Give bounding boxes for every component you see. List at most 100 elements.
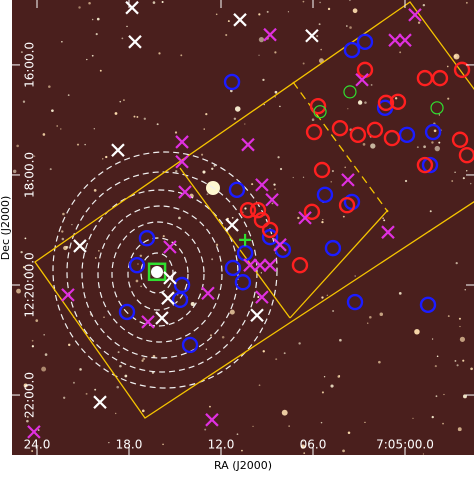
star [124, 374, 128, 378]
source-circle [389, 93, 407, 110]
star [31, 339, 34, 342]
star [423, 145, 426, 149]
star [331, 169, 334, 173]
y-tick-label: 22:00.0 [23, 372, 37, 418]
star [302, 176, 305, 178]
source-cross [205, 413, 219, 427]
star [378, 360, 381, 364]
star [156, 123, 159, 126]
star [20, 250, 23, 254]
source-circle [261, 228, 279, 246]
star [326, 294, 328, 296]
star [24, 237, 27, 240]
star [262, 78, 265, 82]
star [379, 312, 384, 316]
star [63, 396, 66, 399]
stars [12, 0, 473, 455]
star [94, 257, 97, 259]
star [209, 334, 213, 337]
star [33, 155, 36, 157]
marks [27, 0, 474, 439]
star [162, 235, 165, 238]
star [288, 425, 290, 427]
source-cross [141, 315, 155, 329]
source-circle [313, 105, 327, 119]
star [68, 343, 71, 347]
star [451, 180, 454, 182]
star [414, 328, 420, 335]
source-cross [27, 425, 41, 439]
source-cross [163, 271, 177, 285]
star [158, 52, 161, 55]
star [287, 11, 290, 13]
source-cross [355, 72, 369, 87]
star [175, 170, 178, 173]
star [458, 317, 461, 320]
star [140, 285, 142, 288]
source-circle [424, 123, 442, 141]
star [190, 302, 195, 307]
source-circle [331, 119, 349, 137]
source-cross [201, 286, 215, 301]
star [311, 118, 315, 122]
star [230, 89, 233, 93]
star [433, 129, 437, 133]
source-circle [324, 239, 342, 257]
y-axis-title: Dec (J2000) [0, 196, 12, 261]
star [251, 183, 254, 186]
source-cross [250, 308, 264, 323]
star [417, 21, 421, 24]
star [438, 114, 441, 116]
star [342, 449, 345, 453]
star [236, 433, 239, 436]
x-axis-title: RA (J2000) [214, 459, 272, 472]
star [122, 99, 125, 102]
star [233, 117, 237, 120]
star [457, 427, 462, 432]
star [51, 109, 54, 113]
star [338, 375, 341, 377]
source-circle [239, 201, 257, 219]
star [274, 51, 277, 54]
star [292, 176, 294, 179]
star [431, 141, 434, 144]
star [369, 315, 372, 319]
star [61, 40, 63, 43]
sky-image [12, 0, 474, 455]
star [354, 275, 356, 277]
star [447, 315, 450, 318]
star [274, 188, 276, 190]
star [103, 316, 105, 318]
star [141, 359, 144, 362]
star [470, 367, 473, 371]
source-circle [431, 69, 449, 87]
source-circle [453, 61, 471, 79]
source-circle [343, 85, 357, 99]
star [78, 6, 81, 9]
star [281, 409, 288, 416]
inner-field-edge [292, 81, 389, 213]
star [229, 309, 235, 315]
star [347, 431, 351, 435]
source-circle [171, 291, 189, 309]
star [93, 188, 97, 192]
star [303, 452, 306, 454]
bright-star [151, 266, 163, 278]
star [22, 266, 26, 269]
star [459, 325, 461, 328]
star [96, 17, 100, 21]
y-tick-label: 16:00.0 [23, 42, 37, 88]
contour [111, 221, 205, 327]
star [12, 169, 17, 174]
star [91, 54, 94, 57]
source-circle [356, 33, 374, 51]
star [99, 69, 102, 72]
star [85, 392, 88, 395]
star [60, 128, 62, 130]
x-tick-label: 12.0 [208, 438, 235, 452]
star [174, 131, 178, 134]
star [297, 216, 300, 220]
x-tick-label: 24.0 [24, 438, 51, 452]
star [22, 100, 26, 103]
star [180, 54, 183, 57]
